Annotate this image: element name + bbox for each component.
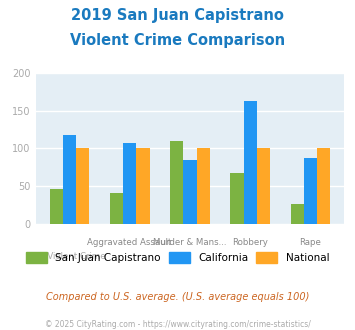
Bar: [110, 192, 123, 224]
Bar: [136, 148, 149, 224]
Text: Compared to U.S. average. (U.S. average equals 100): Compared to U.S. average. (U.S. average …: [46, 292, 309, 302]
Text: Violent Crime Comparison: Violent Crime Comparison: [70, 33, 285, 48]
Text: Robbery: Robbery: [232, 238, 268, 247]
Bar: [244, 101, 257, 224]
Text: Rape: Rape: [300, 238, 321, 247]
Bar: [76, 148, 89, 224]
Bar: [123, 143, 136, 224]
Text: Murder & Mans...: Murder & Mans...: [153, 238, 227, 247]
Text: Aggravated Assault: Aggravated Assault: [87, 238, 172, 247]
Bar: [290, 204, 304, 224]
Bar: [63, 135, 76, 224]
Bar: [230, 173, 244, 224]
Legend: San Juan Capistrano, California, National: San Juan Capistrano, California, Nationa…: [22, 248, 333, 267]
Bar: [257, 148, 270, 224]
Text: 2019 San Juan Capistrano: 2019 San Juan Capistrano: [71, 8, 284, 23]
Bar: [197, 148, 210, 224]
Bar: [170, 141, 183, 224]
Bar: [304, 158, 317, 224]
Bar: [183, 160, 197, 224]
Bar: [50, 189, 63, 224]
Bar: [317, 148, 330, 224]
Text: All Violent Crime: All Violent Crime: [34, 252, 105, 261]
Text: © 2025 CityRating.com - https://www.cityrating.com/crime-statistics/: © 2025 CityRating.com - https://www.city…: [45, 320, 310, 329]
